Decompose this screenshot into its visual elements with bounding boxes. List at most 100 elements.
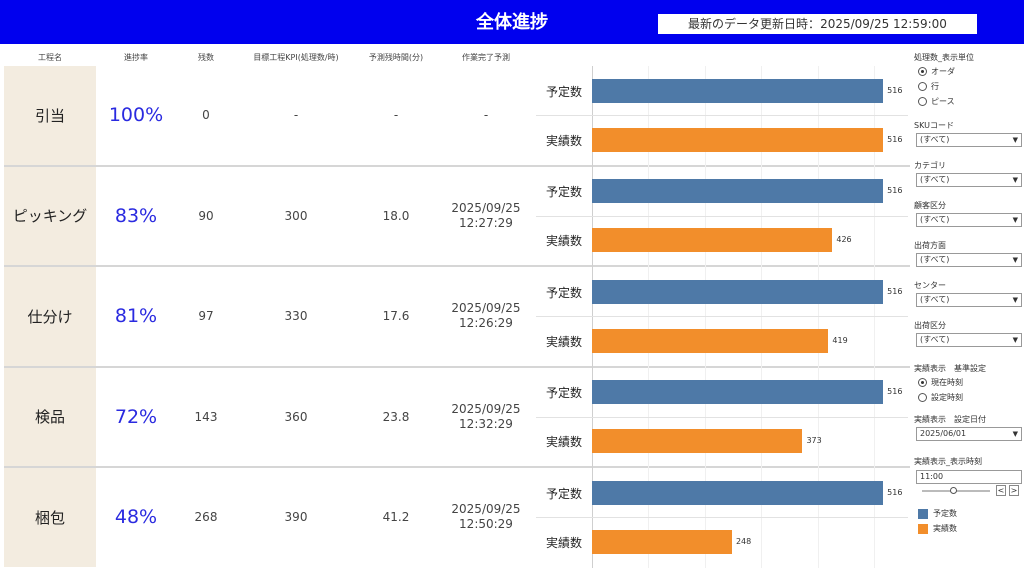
- process-name: 梱包: [4, 468, 96, 567]
- filter-select-value: (すべて): [920, 215, 950, 224]
- target-kpi: 390: [284, 510, 308, 525]
- legend-swatch: [918, 523, 928, 534]
- basis-option-label: 現在時刻: [931, 378, 963, 387]
- bar-value-label: 516: [887, 186, 903, 196]
- table-header: 工程名 進捗率 残数 目標工程KPI(処理数/時) 予測残時間(分) 作業完了予…: [0, 52, 530, 66]
- bar-value-label: 373: [806, 436, 822, 446]
- eta-date: 2025/09/25: [451, 200, 521, 215]
- filter-select[interactable]: (すべて) ▼: [916, 213, 1022, 227]
- time-prev-button[interactable]: <: [996, 485, 1006, 496]
- bar-value-label: 516: [887, 487, 903, 497]
- bar-value-label: 419: [832, 335, 848, 345]
- bar-actual: [592, 529, 732, 554]
- remaining-count: 0: [202, 108, 210, 123]
- bar-value-label: 426: [836, 235, 852, 245]
- time-slider-thumb[interactable]: [950, 487, 957, 494]
- bar-label-plan: 予定数: [545, 486, 582, 501]
- completion-eta: -: [436, 66, 536, 165]
- last-update-label: 最新のデータ更新日時：: [688, 17, 821, 31]
- bar-divider: [536, 316, 908, 318]
- eta-time: 12:50:29: [459, 517, 513, 532]
- bar-plan: [592, 179, 884, 204]
- remaining-count: 143: [194, 409, 218, 424]
- filter-select[interactable]: (すべて) ▼: [916, 293, 1022, 307]
- completion-eta: 2025/09/25 12:26:29: [436, 267, 536, 366]
- unit-option-label: 行: [931, 82, 939, 91]
- bar-value-label: 516: [887, 286, 903, 296]
- target-kpi: 300: [284, 208, 308, 223]
- progress-rate: 81%: [114, 305, 158, 328]
- process-name: 検品: [4, 367, 96, 466]
- bar-actual: [592, 429, 803, 454]
- page-title-text: 全体進捗: [476, 12, 548, 33]
- estimated-time: 18.0: [382, 208, 410, 223]
- eta-date: 2025/09/25: [451, 401, 521, 416]
- progress-rate: 100%: [108, 104, 164, 127]
- col-header-process: 工程名: [38, 53, 62, 62]
- time-input[interactable]: 11:00: [916, 470, 1022, 484]
- bar-actual: [592, 228, 833, 253]
- basis-option[interactable]: 現在時刻: [918, 377, 963, 388]
- filter-select-value: (すべて): [920, 335, 950, 344]
- legend-label: 予定数: [933, 509, 957, 518]
- bar-label-actual: 実績数: [545, 234, 582, 249]
- bar-label-plan: 予定数: [545, 185, 582, 200]
- radio-icon: [918, 97, 927, 106]
- progress-rate: 83%: [114, 204, 158, 227]
- filter-select-value: (すべて): [920, 175, 950, 184]
- unit-option[interactable]: ピース: [918, 96, 955, 107]
- filter-select[interactable]: (すべて) ▼: [916, 253, 1022, 267]
- bar-divider: [536, 517, 908, 519]
- filter-title: 出荷方面: [914, 241, 946, 250]
- target-kpi: 330: [284, 309, 308, 324]
- target-kpi: -: [293, 108, 299, 123]
- eta-date: 2025/09/25: [451, 301, 521, 316]
- radio-icon: [918, 378, 927, 387]
- chevron-down-icon: ▼: [1012, 216, 1018, 224]
- time-title: 実績表示_表示時刻: [914, 457, 982, 466]
- completion-eta: 2025/09/25 12:50:29: [436, 468, 536, 567]
- bar-value-label: 516: [887, 85, 903, 95]
- remaining-count: 90: [198, 208, 214, 223]
- unit-option-label: ピース: [931, 97, 955, 106]
- bar-label-actual: 実績数: [545, 334, 582, 349]
- chevron-down-icon: ▼: [1012, 336, 1018, 344]
- unit-option-label: オーダ: [931, 67, 955, 76]
- filter-select[interactable]: (すべて) ▼: [916, 173, 1022, 187]
- row-divider: [4, 164, 910, 167]
- bar-actual: [592, 127, 884, 152]
- filter-title: 出荷区分: [914, 321, 946, 330]
- table-row: 検品 72% 143 360 23.8 2025/09/25 12:32:29: [4, 367, 530, 466]
- remaining-count: 268: [194, 510, 218, 525]
- bar-value-label: 248: [735, 536, 752, 546]
- estimated-time: -: [393, 108, 399, 123]
- last-update-box: 最新のデータ更新日時：2025/09/25 12:59:00: [658, 14, 977, 34]
- unit-option[interactable]: オーダ: [918, 66, 955, 77]
- estimated-time: 17.6: [382, 309, 410, 324]
- col-header-remaining: 残数: [198, 53, 214, 62]
- time-next-button[interactable]: >: [1009, 485, 1019, 496]
- legend-label: 実績数: [933, 524, 957, 533]
- eta-time: 12:26:29: [459, 316, 513, 331]
- process-name: ピッキング: [4, 166, 96, 265]
- date-select[interactable]: 2025/06/01 ▼: [916, 427, 1022, 441]
- filter-title: 顧客区分: [914, 201, 946, 210]
- filter-select-value: (すべて): [920, 255, 950, 264]
- legend-item: 予定数: [918, 508, 957, 519]
- eta-time: 12:27:29: [459, 215, 513, 230]
- process-name: 引当: [4, 66, 96, 165]
- process-name: 仕分け: [4, 267, 96, 366]
- completion-eta: 2025/09/25 12:32:29: [436, 368, 536, 467]
- filter-select[interactable]: (すべて) ▼: [916, 133, 1022, 147]
- basis-option[interactable]: 設定時刻: [918, 392, 963, 403]
- basis-option-label: 設定時刻: [931, 393, 963, 402]
- remaining-count: 97: [198, 309, 214, 324]
- bar-label-actual: 実績数: [545, 535, 582, 550]
- filter-select-value: (すべて): [920, 295, 950, 304]
- bar-divider: [536, 215, 908, 217]
- bar-actual: [592, 328, 829, 353]
- unit-option[interactable]: 行: [918, 81, 939, 92]
- eta-time: 12:32:29: [459, 416, 513, 431]
- filter-select[interactable]: (すべて) ▼: [916, 333, 1022, 347]
- legend-item: 実績数: [918, 523, 957, 534]
